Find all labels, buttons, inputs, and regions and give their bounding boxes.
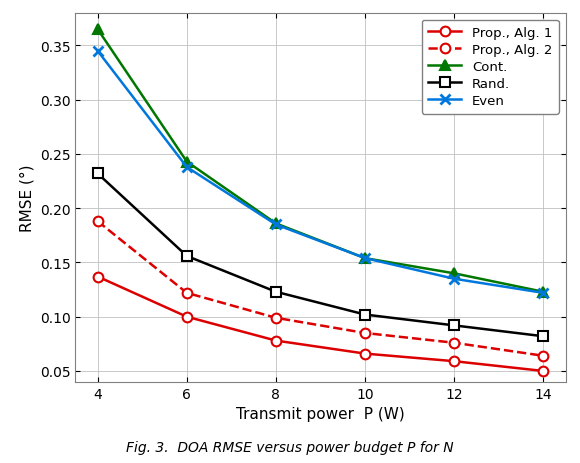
Even [183,165,190,170]
Prop., Alg. 1 [273,338,280,344]
Prop., Alg. 1 [361,351,368,357]
Rand. [94,171,101,177]
Line: Prop., Alg. 2: Prop., Alg. 2 [93,217,548,361]
Cont. [451,271,458,276]
Cont. [361,256,368,261]
Prop., Alg. 2 [273,315,280,321]
Rand. [451,323,458,328]
Y-axis label: RMSE (°): RMSE (°) [19,164,34,232]
Line: Rand.: Rand. [93,169,548,341]
Rand. [540,334,547,339]
Rand. [361,312,368,318]
Text: Fig. 3.  DOA RMSE versus power budget P for N: Fig. 3. DOA RMSE versus power budget P f… [126,440,454,454]
Prop., Alg. 1 [451,359,458,364]
Cont. [94,27,101,33]
Prop., Alg. 2 [94,219,101,225]
Prop., Alg. 2 [183,290,190,296]
Line: Even: Even [93,47,548,298]
Legend: Prop., Alg. 1, Prop., Alg. 2, Cont., Rand., Even: Prop., Alg. 1, Prop., Alg. 2, Cont., Ran… [422,20,559,114]
Cont. [540,289,547,295]
Even [273,222,280,228]
Even [451,276,458,282]
Prop., Alg. 1 [183,314,190,320]
Even [540,290,547,296]
Prop., Alg. 1 [94,274,101,280]
Rand. [273,289,280,295]
X-axis label: Transmit power  P (W): Transmit power P (W) [236,407,405,421]
Prop., Alg. 2 [540,353,547,359]
Even [361,256,368,261]
Prop., Alg. 2 [451,340,458,346]
Prop., Alg. 2 [361,331,368,336]
Cont. [273,221,280,227]
Rand. [183,254,190,259]
Even [94,49,101,55]
Prop., Alg. 1 [540,369,547,374]
Line: Prop., Alg. 1: Prop., Alg. 1 [93,272,548,376]
Cont. [183,159,190,165]
Line: Cont.: Cont. [93,25,548,297]
